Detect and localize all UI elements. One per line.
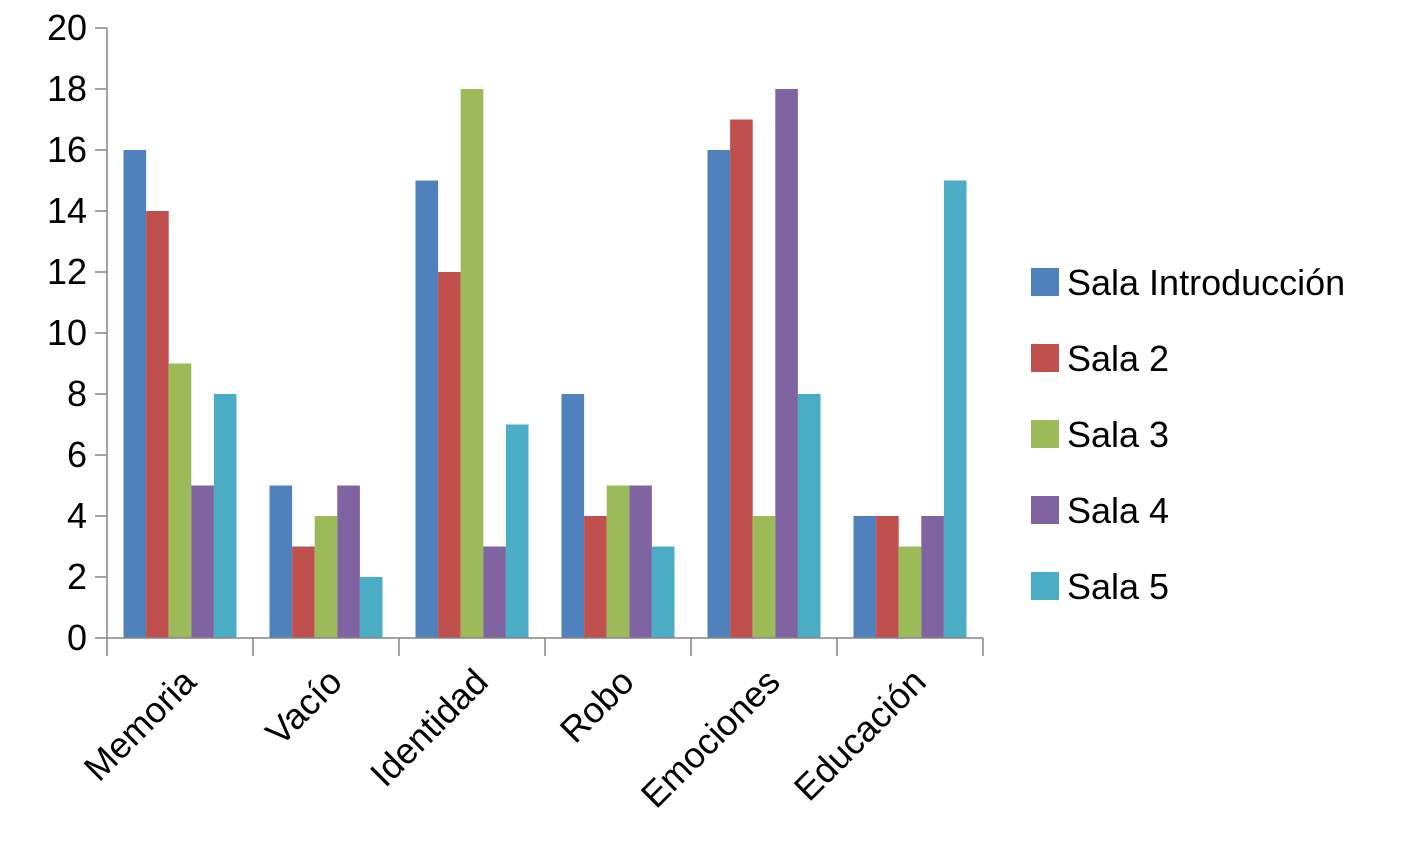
bar-4-5 bbox=[775, 89, 798, 638]
legend: Sala Introducción Sala 2 Sala 3 Sala 4 Sala … bbox=[1031, 262, 1345, 607]
bar-5-6 bbox=[943, 180, 967, 638]
bar-5-2 bbox=[359, 577, 383, 638]
legend-label: Sala Introducción bbox=[1067, 262, 1345, 303]
legend-swatch bbox=[1031, 496, 1059, 524]
bar-4-1 bbox=[191, 485, 214, 638]
legend-label: Sala 4 bbox=[1067, 490, 1169, 531]
bar-1-2 bbox=[269, 485, 293, 638]
bar-5-5 bbox=[797, 394, 821, 638]
bar-4-6 bbox=[921, 516, 944, 638]
y-tick-label: 12 bbox=[47, 251, 87, 292]
x-tick-label: Educación bbox=[786, 661, 934, 809]
bar-2-1 bbox=[146, 211, 169, 638]
legend-swatch bbox=[1031, 344, 1059, 372]
bar-2-6 bbox=[876, 516, 899, 638]
x-tick-label: Emociones bbox=[633, 661, 788, 816]
bar-1-4 bbox=[561, 394, 585, 638]
bar-5-1 bbox=[213, 394, 237, 638]
x-tick-label: Robo bbox=[552, 661, 642, 751]
bar-5-3 bbox=[505, 424, 529, 638]
bar-2-4 bbox=[584, 516, 607, 638]
bar-2-3 bbox=[438, 272, 461, 638]
bar-1-6 bbox=[853, 516, 877, 638]
bar-4-4 bbox=[629, 485, 652, 638]
legend-swatch bbox=[1031, 268, 1059, 296]
y-tick-label: 10 bbox=[47, 312, 87, 353]
legend-swatch bbox=[1031, 420, 1059, 448]
bars bbox=[123, 89, 967, 638]
legend-label: Sala 3 bbox=[1067, 414, 1169, 455]
bar-5-4 bbox=[651, 546, 675, 638]
bar-3-2 bbox=[314, 516, 338, 638]
bar-3-3 bbox=[460, 89, 484, 638]
legend-label: Sala 2 bbox=[1067, 338, 1169, 379]
y-axis: 0 2 4 6 8 10 12 14 16 18 20 bbox=[47, 7, 108, 658]
bar-2-5 bbox=[730, 119, 753, 638]
y-tick-label: 2 bbox=[67, 556, 87, 597]
bar-1-3 bbox=[415, 180, 439, 638]
y-tick-label: 6 bbox=[67, 434, 87, 475]
bar-1-1 bbox=[123, 150, 147, 638]
y-tick-label: 18 bbox=[47, 68, 87, 109]
legend-swatch bbox=[1031, 572, 1059, 600]
y-tick-label: 16 bbox=[47, 129, 87, 170]
legend-label: Sala 5 bbox=[1067, 566, 1169, 607]
bar-2-2 bbox=[292, 546, 315, 638]
y-tick-label: 20 bbox=[47, 7, 87, 48]
x-tick-label: Vacío bbox=[257, 661, 349, 753]
bar-4-2 bbox=[337, 485, 360, 638]
bar-3-6 bbox=[898, 546, 922, 638]
bar-3-4 bbox=[606, 485, 630, 638]
bar-4-3 bbox=[483, 546, 506, 638]
y-tick-label: 8 bbox=[67, 373, 87, 414]
bar-3-1 bbox=[168, 363, 192, 638]
x-tick-label: Identidad bbox=[362, 661, 496, 795]
x-axis: Memoria Vacío Identidad RoboEmocionesEducac… bbox=[76, 637, 984, 816]
bar-3-5 bbox=[752, 516, 776, 638]
y-tick-label: 4 bbox=[67, 495, 87, 536]
x-tick-label: Memoria bbox=[76, 660, 205, 789]
bar-1-5 bbox=[707, 150, 731, 638]
y-tick-label: 14 bbox=[47, 190, 87, 231]
y-tick-label: 0 bbox=[67, 617, 87, 658]
